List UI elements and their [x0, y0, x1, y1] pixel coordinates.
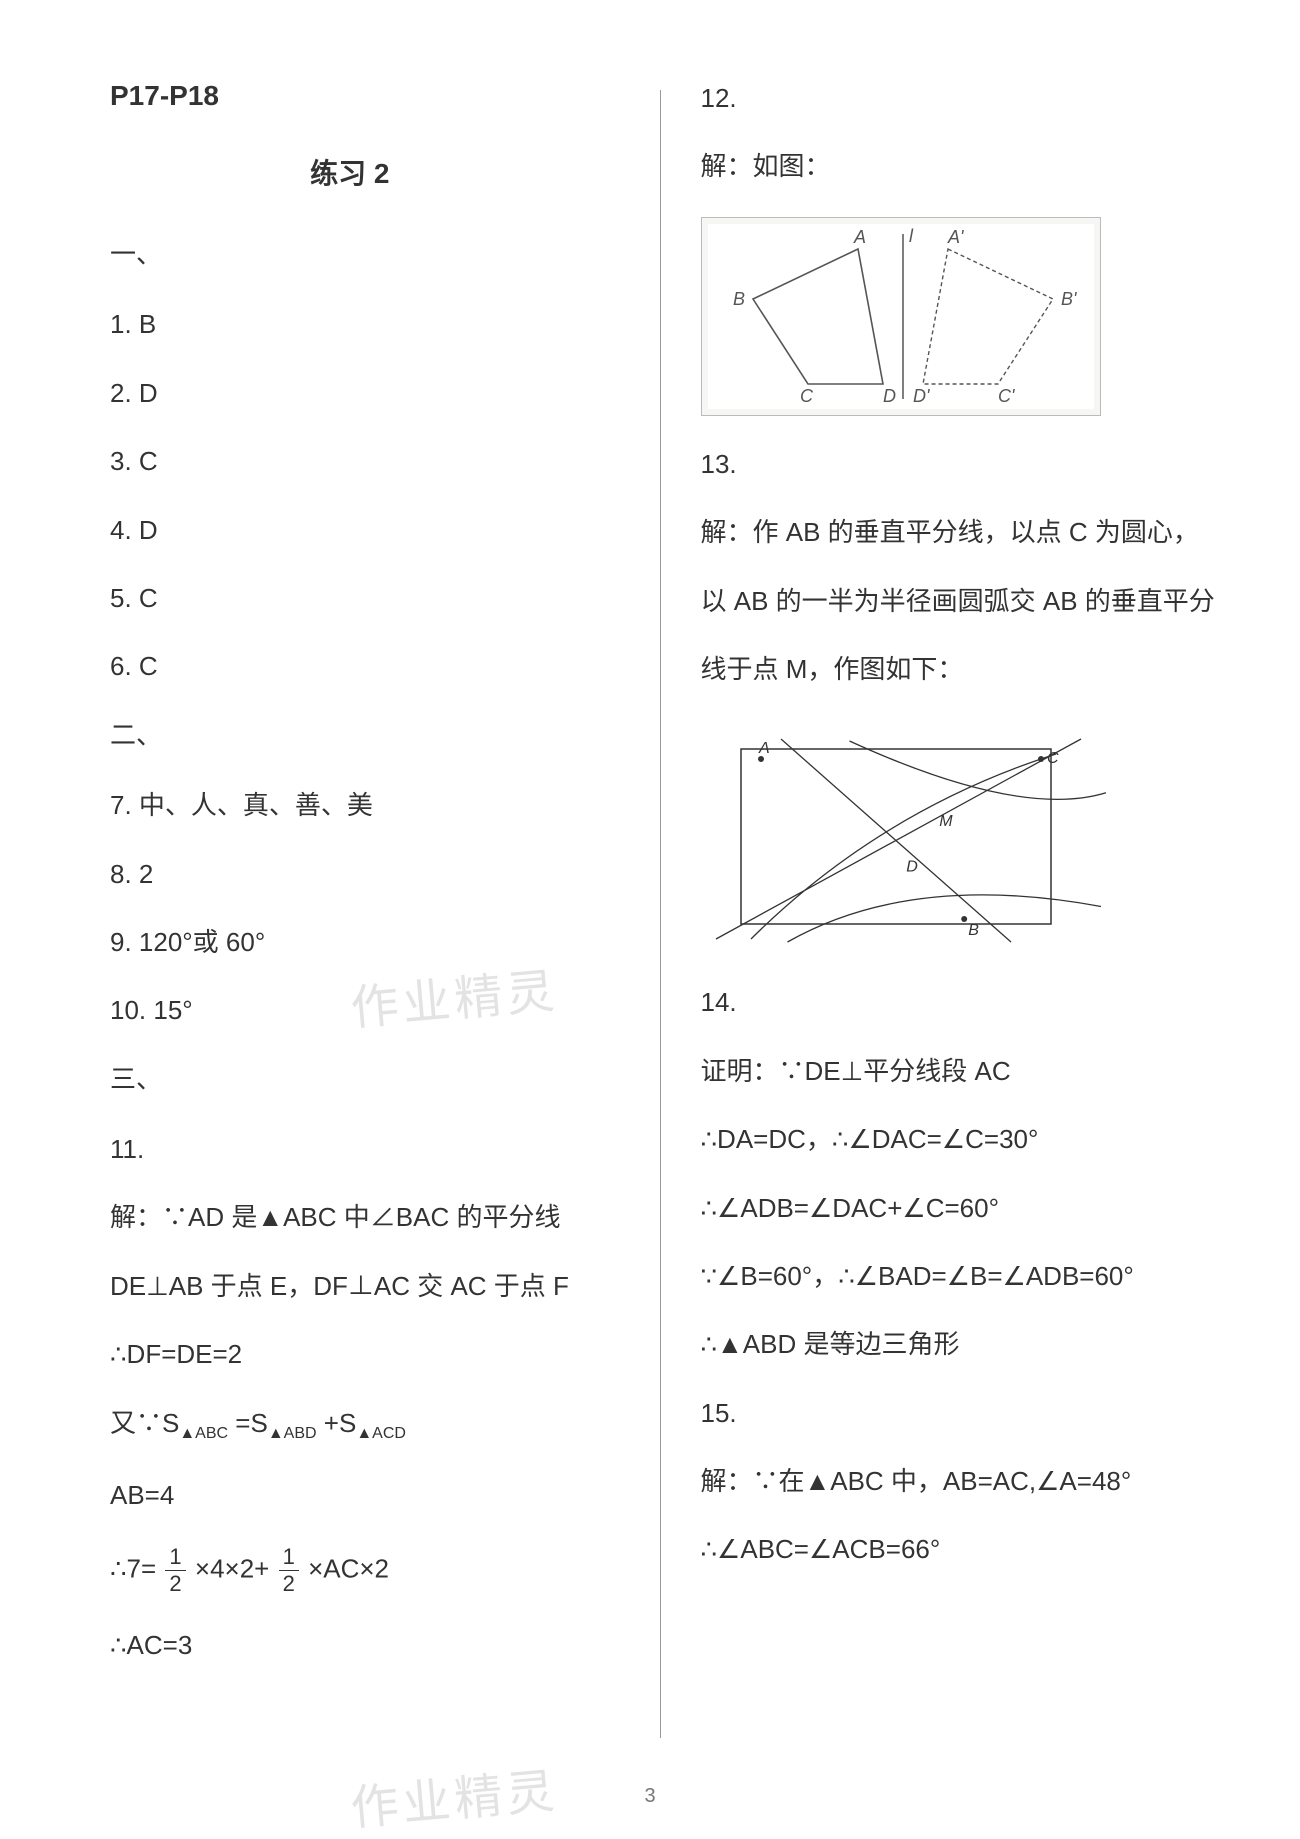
- svg-text:B: B: [968, 922, 979, 939]
- q13-line3: 线于点 M，作图如下：: [701, 651, 1221, 687]
- svg-text:A: A: [853, 227, 866, 247]
- svg-text:B: B: [733, 289, 745, 309]
- q13-line2: 以 AB 的一半为半径画圆弧交 AB 的垂直平分: [701, 583, 1221, 619]
- svg-text:A': A': [947, 227, 964, 247]
- q15-line1: 解：∵在▲ABC 中，AB=AC,∠A=48°: [701, 1463, 1221, 1499]
- answer-9: 9. 120°或 60°: [110, 924, 630, 960]
- section-2: 二、: [110, 717, 630, 753]
- svg-text:D': D': [913, 386, 930, 404]
- question-13: 13.: [701, 446, 1221, 482]
- q14-line2: ∴DA=DC，∴∠DAC=∠C=30°: [701, 1121, 1221, 1157]
- left-column: P17-P18 练习 2 一、 1. B 2. D 3. C 4. D 5. C…: [110, 80, 660, 1798]
- figure-13-svg: A C B M D: [701, 719, 1121, 949]
- question-14: 14.: [701, 984, 1221, 1020]
- svg-text:C': C': [998, 386, 1015, 404]
- svg-text:C: C: [1047, 750, 1059, 767]
- q14-line1: 证明：∵DE⊥平分线段 AC: [701, 1053, 1221, 1089]
- figure-12-svg: l A B C D A' B' C' D': [708, 224, 1106, 404]
- svg-text:A: A: [758, 740, 770, 757]
- svg-text:l: l: [909, 226, 914, 246]
- question-15: 15.: [701, 1395, 1221, 1431]
- question-11: 11.: [110, 1131, 630, 1167]
- q11-line5: AB=4: [110, 1477, 630, 1513]
- q11-line3: ∴DF=DE=2: [110, 1336, 630, 1372]
- svg-text:C: C: [800, 386, 814, 404]
- figure-12: l A B C D A' B' C' D': [701, 217, 1101, 416]
- watermark: 作业精灵: [347, 1751, 560, 1839]
- answer-5: 5. C: [110, 580, 630, 616]
- answer-10: 10. 15°: [110, 992, 630, 1028]
- right-column: 12. 解：如图： l A B C D A' B' C' D' 13. 解：作 AB 的垂直平分…: [661, 80, 1221, 1798]
- q11-line1: 解：∵AD 是▲ABC 中∠BAC 的平分线: [110, 1199, 630, 1235]
- answer-2: 2. D: [110, 375, 630, 411]
- q15-line2: ∴∠ABC=∠ACB=66°: [701, 1531, 1221, 1567]
- answer-1: 1. B: [110, 306, 630, 342]
- q14-line4: ∵∠B=60°，∴∠BAD=∠B=∠ADB=60°: [701, 1258, 1221, 1294]
- svg-text:B': B': [1061, 289, 1077, 309]
- page-number: 3: [644, 1785, 655, 1808]
- q13-line1: 解：作 AB 的垂直平分线，以点 C 为圆心，: [701, 514, 1221, 550]
- svg-text:D: D: [906, 859, 918, 876]
- page-range: P17-P18: [110, 80, 630, 112]
- svg-text:D: D: [883, 386, 896, 404]
- question-12: 12.: [701, 80, 1221, 116]
- answer-4: 4. D: [110, 512, 630, 548]
- section-1: 一、: [110, 236, 630, 272]
- answer-6: 6. C: [110, 648, 630, 684]
- q11-line6: ∴7= 12 ×4×2+ 12 ×AC×2: [110, 1546, 630, 1595]
- q11-line4: 又∵S▲ABC =S▲ABD +S▲ACD: [110, 1405, 630, 1446]
- answer-3: 3. C: [110, 443, 630, 479]
- exercise-title: 练习 2: [70, 152, 630, 192]
- q14-line3: ∴∠ADB=∠DAC+∠C=60°: [701, 1190, 1221, 1226]
- answer-7: 7. 中、人、真、善、美: [110, 787, 630, 823]
- q11-line7: ∴AC=3: [110, 1627, 630, 1663]
- q11-line2: DE⊥AB 于点 E，DF⊥AC 交 AC 于点 F: [110, 1268, 630, 1304]
- q12-line1: 解：如图：: [701, 148, 1221, 184]
- section-3: 三、: [110, 1061, 630, 1097]
- figure-13: A C B M D: [701, 719, 1221, 954]
- svg-text:M: M: [939, 813, 953, 830]
- fraction: 12: [279, 1546, 299, 1595]
- q14-line5: ∴▲ABD 是等边三角形: [701, 1326, 1221, 1362]
- answer-8: 8. 2: [110, 856, 630, 892]
- fraction: 12: [165, 1546, 185, 1595]
